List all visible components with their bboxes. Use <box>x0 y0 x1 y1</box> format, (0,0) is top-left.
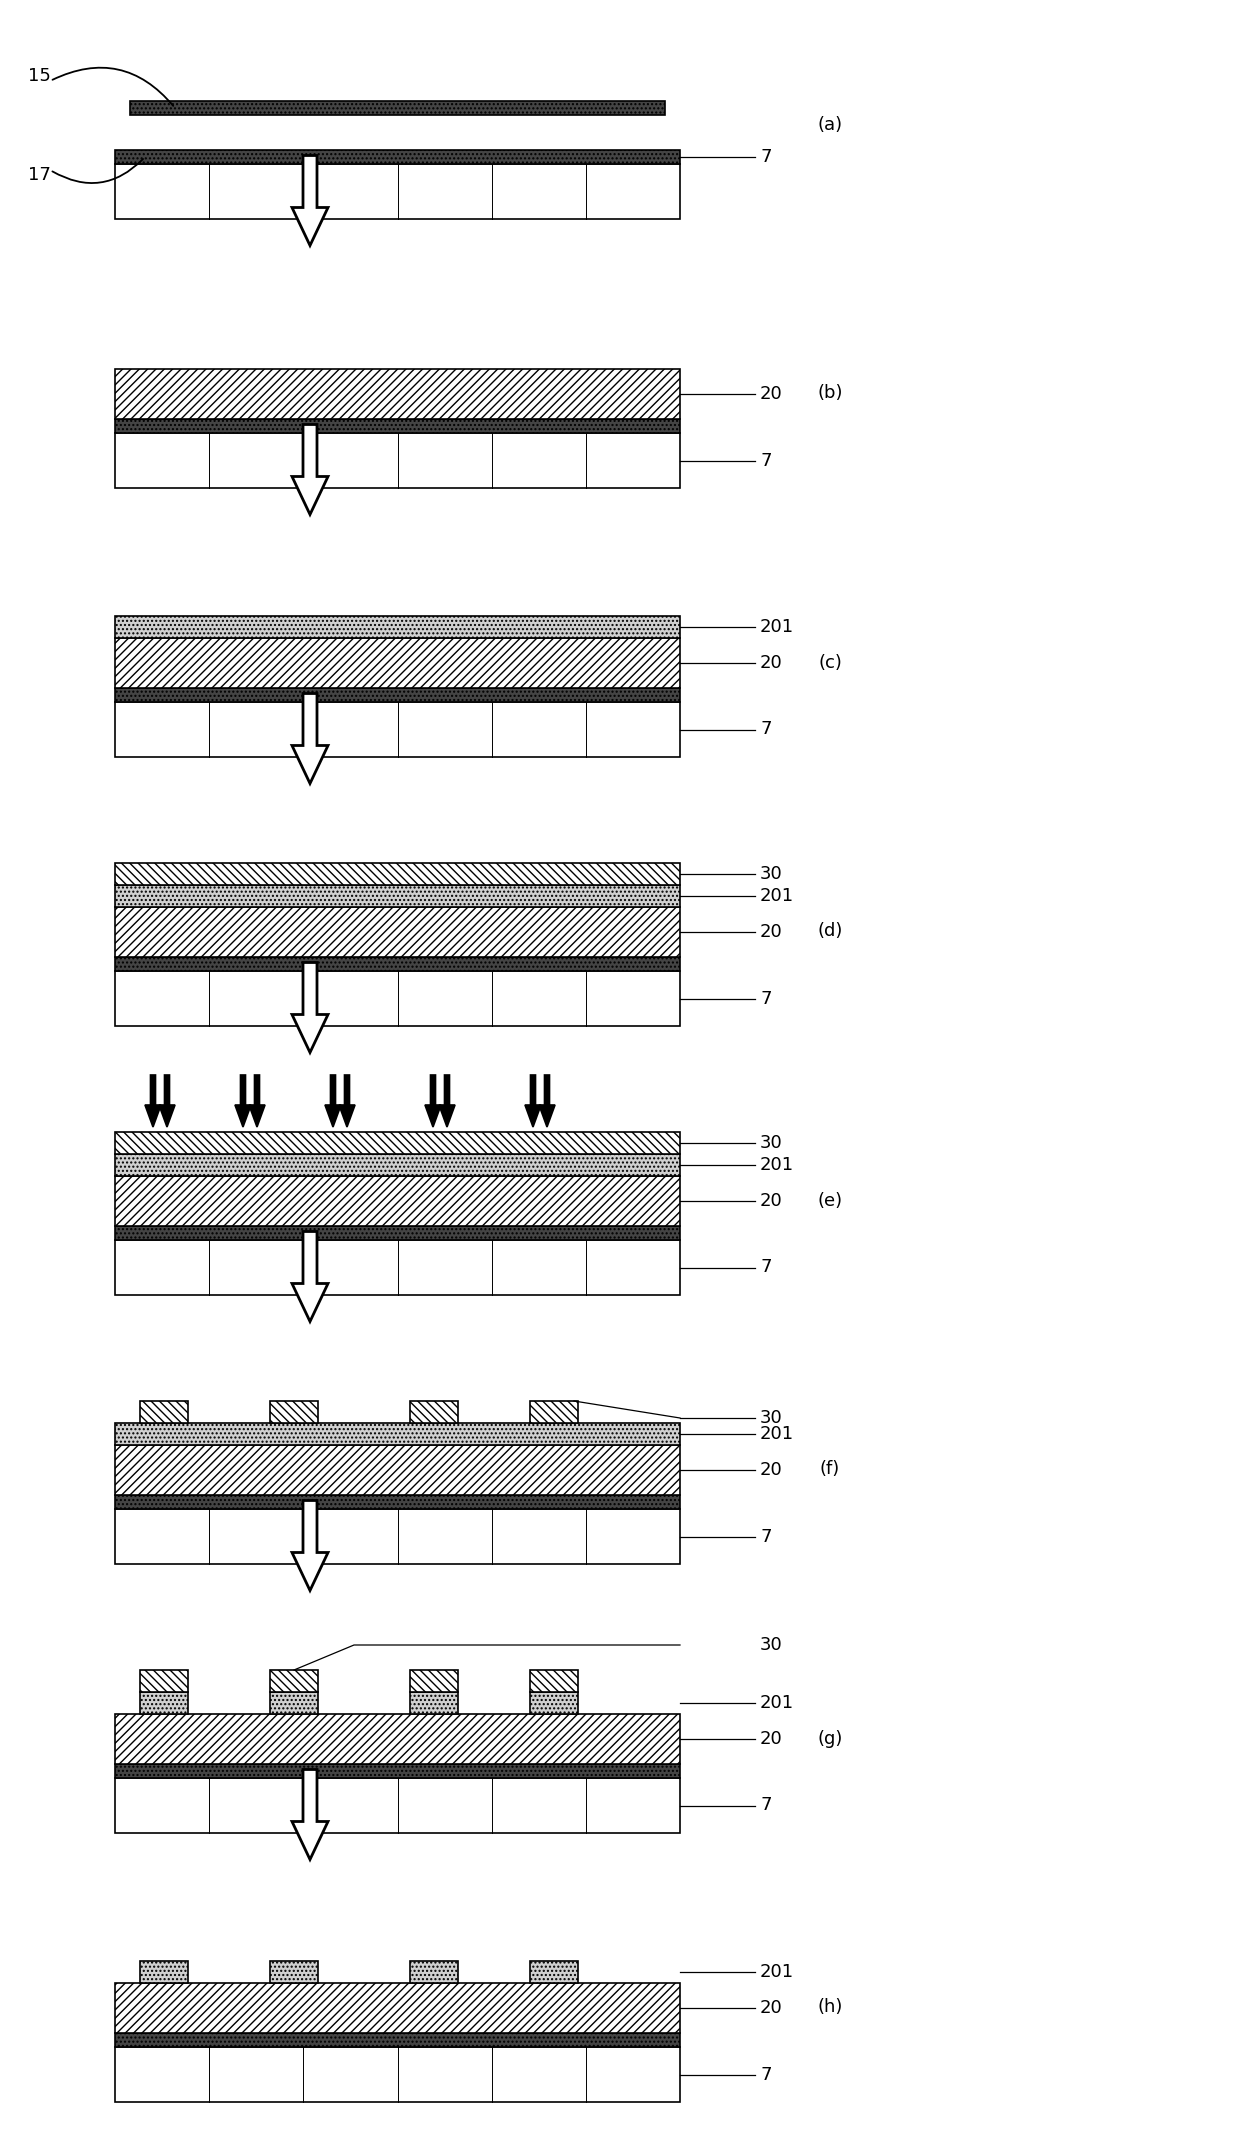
Bar <box>115 368 680 420</box>
Polygon shape <box>339 1076 355 1128</box>
Polygon shape <box>439 1076 455 1128</box>
Bar <box>115 433 680 489</box>
Bar <box>529 1670 578 1691</box>
Text: (d): (d) <box>817 923 843 940</box>
Text: (g): (g) <box>817 1730 843 1747</box>
Bar <box>115 1132 680 1153</box>
Bar <box>115 906 680 958</box>
Bar <box>115 637 680 689</box>
Text: 20: 20 <box>760 385 782 402</box>
Bar <box>270 1691 317 1713</box>
Bar <box>410 1401 458 1422</box>
Text: 30: 30 <box>760 1636 782 1655</box>
Bar <box>529 1691 578 1713</box>
Text: (a): (a) <box>817 116 842 133</box>
Bar <box>115 863 680 884</box>
Text: 7: 7 <box>760 1528 771 1545</box>
Bar <box>115 971 680 1027</box>
Text: 201: 201 <box>760 1963 794 1982</box>
Bar <box>410 1691 458 1713</box>
Text: 20: 20 <box>760 923 782 940</box>
Text: 7: 7 <box>760 721 771 738</box>
Bar <box>115 689 680 702</box>
Text: 7: 7 <box>760 148 771 166</box>
Polygon shape <box>291 424 329 514</box>
Polygon shape <box>236 1076 250 1128</box>
Bar <box>130 101 665 114</box>
Bar <box>270 1401 317 1422</box>
Bar <box>115 702 680 758</box>
Polygon shape <box>159 1076 175 1128</box>
Text: 201: 201 <box>760 887 794 906</box>
Bar <box>115 1153 680 1175</box>
Bar <box>115 884 680 906</box>
Bar <box>270 1960 317 1982</box>
Bar <box>115 1778 680 1834</box>
Text: 20: 20 <box>760 1192 782 1209</box>
Text: (f): (f) <box>820 1461 841 1478</box>
Text: 17: 17 <box>29 166 51 185</box>
Text: 201: 201 <box>760 1156 794 1175</box>
Polygon shape <box>291 1231 329 1321</box>
Polygon shape <box>539 1076 556 1128</box>
Bar <box>115 1240 680 1296</box>
Polygon shape <box>291 962 329 1052</box>
Text: (e): (e) <box>817 1192 842 1209</box>
Polygon shape <box>291 155 329 245</box>
Bar <box>115 615 680 637</box>
Text: 7: 7 <box>760 1259 771 1276</box>
Bar <box>115 2047 680 2103</box>
Bar <box>115 1175 680 1227</box>
Text: 201: 201 <box>760 1694 794 1713</box>
Text: 30: 30 <box>760 865 782 882</box>
Text: 7: 7 <box>760 452 771 469</box>
Text: 20: 20 <box>760 1999 782 2016</box>
Text: 201: 201 <box>760 618 794 637</box>
Polygon shape <box>291 693 329 783</box>
Text: 7: 7 <box>760 2066 771 2083</box>
Bar <box>270 1670 317 1691</box>
Text: 7: 7 <box>760 990 771 1007</box>
Bar <box>115 1509 680 1565</box>
Bar <box>115 958 680 971</box>
Bar <box>115 1496 680 1509</box>
Bar <box>140 1670 188 1691</box>
Bar <box>115 1982 680 2034</box>
Polygon shape <box>145 1076 161 1128</box>
Polygon shape <box>525 1076 541 1128</box>
Bar <box>115 1765 680 1778</box>
Text: 30: 30 <box>760 1134 782 1151</box>
Text: 7: 7 <box>760 1797 771 1814</box>
Bar <box>140 1401 188 1422</box>
Polygon shape <box>249 1076 265 1128</box>
Bar <box>115 1227 680 1240</box>
Text: (c): (c) <box>818 654 842 671</box>
Bar <box>115 164 680 220</box>
Bar <box>115 1444 680 1496</box>
Bar <box>115 420 680 433</box>
Bar <box>115 151 680 164</box>
Text: 20: 20 <box>760 1730 782 1747</box>
Polygon shape <box>325 1076 341 1128</box>
Text: 30: 30 <box>760 1410 782 1427</box>
Polygon shape <box>291 1769 329 1859</box>
Text: 201: 201 <box>760 1425 794 1444</box>
Text: (b): (b) <box>817 385 843 402</box>
Bar <box>140 1691 188 1713</box>
Text: 20: 20 <box>760 654 782 671</box>
Bar <box>115 2034 680 2047</box>
Bar <box>529 1960 578 1982</box>
Bar <box>115 1422 680 1444</box>
Bar <box>140 1960 188 1982</box>
Bar <box>529 1401 578 1422</box>
Polygon shape <box>425 1076 441 1128</box>
Bar <box>115 1713 680 1765</box>
Bar <box>410 1670 458 1691</box>
Text: 20: 20 <box>760 1461 782 1478</box>
Bar <box>410 1960 458 1982</box>
Text: (h): (h) <box>817 1999 843 2016</box>
Text: 15: 15 <box>29 67 51 84</box>
Polygon shape <box>291 1500 329 1590</box>
